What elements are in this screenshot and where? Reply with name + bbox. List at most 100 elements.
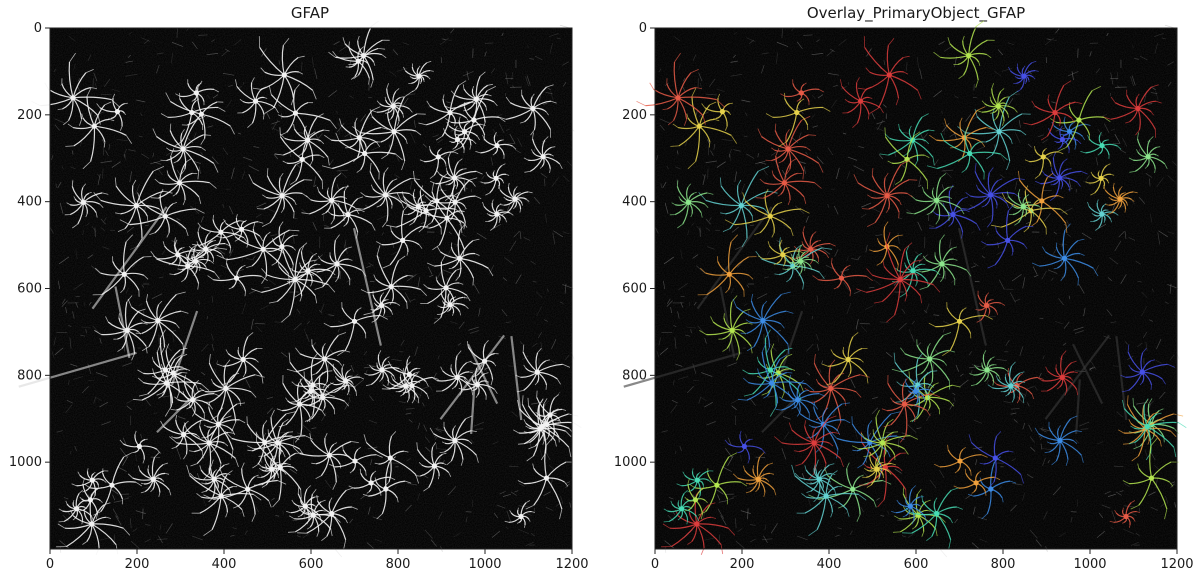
cell-branch	[191, 412, 195, 417]
fiber	[1086, 175, 1090, 180]
cell-branch	[1136, 149, 1139, 153]
cell-branch	[452, 313, 454, 316]
fiber	[518, 483, 525, 487]
fiber	[1110, 321, 1117, 324]
fiber	[731, 405, 737, 410]
cell-branch	[711, 516, 717, 519]
cell-branch	[280, 209, 284, 213]
cell-body	[391, 129, 397, 135]
cell-branch	[919, 286, 928, 290]
cell-process	[72, 72, 87, 98]
cell-branch	[131, 353, 135, 361]
cell-branch	[975, 79, 979, 88]
fiber	[458, 223, 463, 227]
cell-branch	[1118, 429, 1124, 434]
fiber	[49, 227, 54, 234]
cell-body	[1099, 143, 1105, 149]
cell-branch	[459, 282, 464, 285]
cell-process	[446, 217, 465, 250]
fiber	[228, 205, 234, 215]
cell-process	[129, 215, 166, 226]
cell-branch	[482, 134, 485, 140]
fiber	[732, 54, 736, 58]
cell-branch	[823, 107, 831, 112]
cell-branch	[262, 114, 265, 120]
cell-branch	[469, 177, 478, 181]
fiber	[493, 512, 499, 519]
fiber	[731, 226, 739, 233]
fiber	[417, 422, 421, 430]
fiber	[518, 505, 531, 508]
cell-body	[461, 129, 468, 135]
cell-process	[135, 190, 164, 207]
cell-branch	[388, 360, 392, 367]
fiber	[100, 218, 106, 225]
cell-branch	[1041, 170, 1046, 175]
cell-branch	[978, 470, 982, 474]
cell-branch	[305, 138, 309, 147]
cell-branch	[311, 462, 317, 465]
cell-body	[91, 123, 97, 129]
cell-branch	[200, 389, 205, 392]
fiber	[321, 412, 327, 422]
fiber	[70, 363, 78, 367]
fiber	[1074, 330, 1084, 334]
cell	[791, 459, 867, 537]
cell	[523, 132, 563, 173]
fiber	[1134, 58, 1139, 60]
fiber	[253, 146, 260, 149]
fiber	[82, 230, 85, 236]
cell	[279, 127, 325, 190]
fiber	[827, 204, 829, 208]
cell-process	[170, 101, 202, 115]
cell-branch	[1024, 159, 1030, 162]
cell	[165, 80, 235, 145]
fiber	[93, 397, 96, 404]
fiber	[740, 183, 745, 195]
cell-branch	[728, 452, 738, 458]
fiber	[907, 532, 915, 539]
cell-branch	[543, 398, 548, 405]
cell-branch	[291, 264, 294, 272]
cell-branch	[1087, 134, 1090, 140]
cell	[953, 468, 1001, 496]
fiber	[1083, 180, 1091, 186]
cell-branch	[446, 460, 452, 466]
cell-branch	[1139, 382, 1143, 386]
cell-branch	[809, 260, 813, 265]
fiber	[512, 85, 515, 88]
cell-branch	[725, 289, 729, 294]
cell-branch	[190, 463, 198, 467]
cell-branch	[383, 313, 385, 316]
cell-branch	[542, 440, 545, 445]
fiber	[1047, 269, 1058, 274]
cell-branch	[813, 426, 818, 431]
cell-branch	[818, 163, 824, 173]
cell-branch	[82, 541, 88, 545]
fiber	[1055, 28, 1060, 34]
fiber	[1113, 465, 1124, 468]
cell-branch	[429, 146, 431, 150]
fiber	[1029, 529, 1038, 539]
fiber	[1116, 72, 1119, 81]
cell-body	[714, 482, 720, 488]
cell-branch	[262, 86, 267, 89]
cell-branch	[163, 190, 173, 194]
fiber	[63, 497, 69, 500]
cell-branch	[804, 420, 807, 427]
cell-branch	[958, 74, 964, 80]
cell-branch	[457, 141, 461, 145]
fiber	[1138, 196, 1146, 204]
fiber	[69, 337, 72, 349]
fiber	[1022, 277, 1026, 289]
cell-branch	[439, 451, 445, 453]
fiber	[539, 449, 543, 459]
cell-branch	[546, 84, 554, 88]
fiber	[702, 174, 706, 186]
cell-branch	[1023, 244, 1028, 249]
vessel-streak	[623, 351, 742, 388]
fiber	[560, 495, 564, 505]
fiber	[664, 202, 669, 214]
cell-branch	[568, 447, 572, 458]
cell-body	[400, 237, 406, 243]
